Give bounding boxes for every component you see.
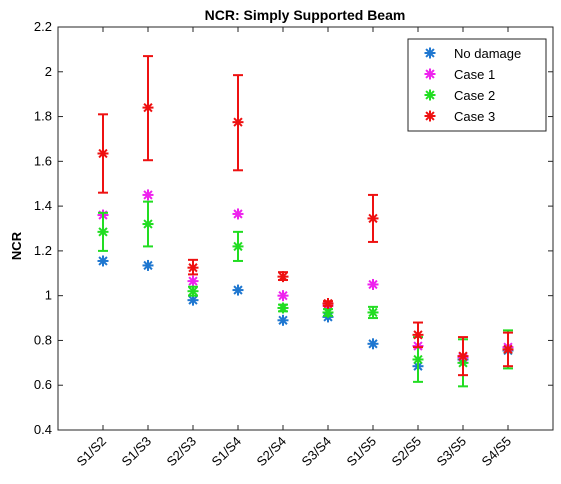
data-point	[142, 102, 154, 114]
y-tick-label: 0.4	[34, 422, 52, 437]
x-tick-label: S2/S3	[163, 434, 199, 470]
data-point	[97, 147, 109, 159]
x-tick-label: S2/S4	[253, 434, 289, 470]
chart-title: NCR: Simply Supported Beam	[205, 7, 406, 23]
legend-marker	[424, 110, 436, 122]
data-point	[187, 275, 199, 287]
data-point	[232, 284, 244, 296]
data-point	[412, 353, 424, 365]
legend-label: Case 1	[454, 67, 495, 82]
data-point	[97, 226, 109, 238]
data-point	[232, 116, 244, 128]
data-point	[322, 306, 334, 318]
legend-entry: Case 1	[424, 67, 495, 82]
data-point	[502, 343, 514, 355]
data-point	[142, 218, 154, 230]
data-point	[367, 278, 379, 290]
legend-marker	[424, 47, 436, 59]
legend-entry: Case 2	[424, 88, 495, 103]
x-tick-label: S1/S2	[73, 434, 109, 470]
y-tick-label: 2	[45, 64, 52, 79]
data-point	[277, 314, 289, 326]
x-tick-label: S3/S5	[433, 434, 469, 470]
legend-label: No damage	[454, 46, 521, 61]
data-point	[142, 259, 154, 271]
data-point	[97, 255, 109, 267]
data-point	[187, 285, 199, 297]
series-case-2	[97, 200, 514, 388]
y-tick-label: 1.6	[34, 153, 52, 168]
x-tick-label: S1/S5	[343, 434, 379, 470]
data-point	[142, 189, 154, 201]
series-case-3	[97, 55, 514, 377]
series-case-1	[97, 189, 514, 363]
data-point	[232, 208, 244, 220]
y-tick-label: 1	[45, 288, 52, 303]
y-tick-label: 0.6	[34, 377, 52, 392]
y-tick-label: 1.8	[34, 109, 52, 124]
y-tick-label: 2.2	[34, 19, 52, 34]
legend-label: Case 2	[454, 88, 495, 103]
data-point	[187, 294, 199, 306]
legend-entry: No damage	[424, 46, 521, 61]
data-point	[412, 329, 424, 341]
y-tick-label: 1.2	[34, 243, 52, 258]
data-point	[232, 240, 244, 252]
x-tick-label: S1/S4	[208, 434, 244, 470]
legend: No damage Case 1 Case 2 Case 3	[407, 38, 547, 132]
legend-entry: Case 3	[424, 109, 495, 124]
x-tick-label: S3/S4	[298, 434, 334, 470]
x-tick-label: S4/S5	[478, 434, 514, 470]
data-point	[367, 306, 379, 318]
data-point	[187, 262, 199, 274]
y-axis-label: NCR	[9, 231, 24, 260]
legend-label: Case 3	[454, 109, 495, 124]
data-point	[367, 338, 379, 350]
data-point	[277, 271, 289, 283]
data-point	[277, 290, 289, 302]
legend-marker	[424, 68, 436, 80]
y-tick-label: 1.4	[34, 198, 52, 213]
data-point	[322, 298, 334, 310]
data-point	[367, 212, 379, 224]
x-tick-label: S2/S5	[388, 434, 424, 470]
series-no-damage	[97, 255, 514, 372]
data-point	[277, 302, 289, 314]
legend-marker	[424, 89, 436, 101]
y-tick-label: 0.8	[34, 332, 52, 347]
data-point	[457, 350, 469, 362]
x-tick-label: S1/S3	[118, 434, 154, 470]
axes-box	[57, 26, 554, 431]
